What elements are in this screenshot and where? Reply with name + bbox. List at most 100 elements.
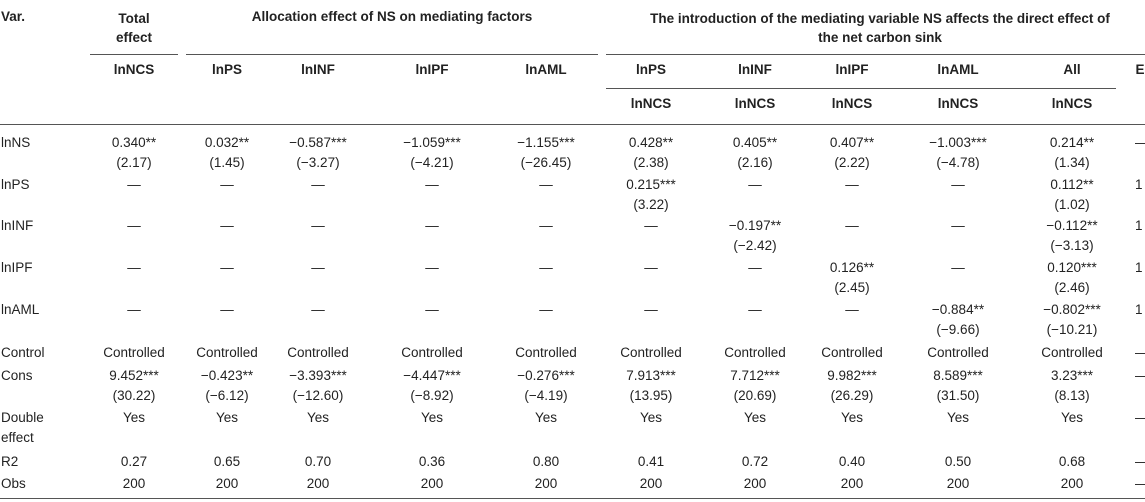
table-cell: Controlled [515,345,577,360]
table-cell: — [951,177,965,192]
table-cell: — [1135,135,1145,151]
table-cell: Yes [743,410,767,425]
table-cell: 0.72 [741,454,769,469]
table-cell: 7.712*** [730,368,780,383]
table-cell: 0.126** [829,260,875,275]
rule-allocation [186,54,598,55]
table-cell: — [220,302,234,317]
rule-introduction [606,54,1145,55]
header-introduction-line1: The introduction of the mediating variab… [650,11,1110,26]
table-cell: Yes [122,410,146,425]
table-cell: — [748,177,762,192]
table-cell: 1 [1135,177,1143,192]
table-cell: 200 [534,476,558,491]
rule-table-bottom [0,498,1145,499]
table-cell: 0.032** [204,135,250,150]
row-label: lnAML [1,302,39,318]
table-cell: — [425,218,439,233]
table-cell: Yes [420,410,444,425]
table-cell: 200 [420,476,444,491]
row-label: Double effect [1,410,44,446]
row-label: lnPS [1,177,30,193]
table-cell-tstat: (−9.66) [936,322,980,337]
table-cell: 1 [1135,218,1143,233]
row-label-text: lnIPF [1,260,33,275]
table-cell-tstat: (20.69) [733,388,777,403]
table-cell: 3.23*** [1050,368,1094,383]
row-label: Cons [1,368,33,384]
table-cell: 1 [1135,302,1143,317]
row-label: lnIPF [1,260,33,276]
table-cell: Yes [946,410,970,425]
table-cell: Controlled [103,345,165,360]
subheader2-7: lnNCS [734,96,776,111]
table-cell: — [1135,410,1145,426]
row-label-text: Double [1,410,44,425]
header-introduction-line2: the net carbon sink [818,30,942,45]
header-total-effect-line2: effect [115,30,152,45]
table-cell-tstat: (2.38) [633,155,669,170]
table-cell: — [127,302,141,317]
table-cell: −1.003*** [929,135,987,150]
subheader-1: lnNCS [113,62,155,77]
table-cell: Yes [1060,410,1084,425]
table-cell: Controlled [196,345,258,360]
table-cell: 0.214** [1049,135,1095,150]
table-cell: — [220,260,234,275]
table-cell: 1 [1135,260,1143,275]
table-cell: Yes [534,410,558,425]
table-cell-tstat: (2.46) [1054,280,1090,295]
table-cell-tstat: (3.22) [633,197,669,212]
table-cell-tstat: (−12.60) [292,388,344,403]
subheader-3: lnINF [301,62,335,77]
header-var: Var. [1,9,26,24]
table-cell: 200 [306,476,330,491]
header-allocation: Allocation effect of NS on mediating fac… [251,9,533,24]
table-cell: 0.405** [732,135,778,150]
table-cell: −1.059*** [403,135,461,150]
table-cell: — [644,302,658,317]
row-label: Control [1,345,45,361]
subheader-7: lnINF [738,62,772,77]
row-label-text-2: effect [1,430,34,445]
table-cell: −0.884** [931,302,985,317]
table-cell: — [425,260,439,275]
row-label-text: R2 [1,454,19,469]
table-cell: −4.447*** [403,368,461,383]
table-cell-tstat: (2.16) [737,155,773,170]
table-cell: 0.428** [628,135,674,150]
table-cell: — [311,260,325,275]
subheader-5: lnAML [525,62,567,77]
table-cell: 200 [946,476,970,491]
table-cell: 0.36 [418,454,446,469]
table-cell: 200 [639,476,663,491]
table-cell: — [539,260,553,275]
row-label-text: Cons [1,368,33,383]
table-cell-tstat: (2.17) [116,155,152,170]
table-cell: — [845,177,859,192]
row-label-text: lnNS [1,135,31,150]
subheader-9: lnAML [937,62,979,77]
table-cell: Controlled [927,345,989,360]
table-cell-tstat: (−4.19) [524,388,568,403]
table-cell: 0.340** [111,135,157,150]
table-cell: — [748,302,762,317]
table-cell: — [127,177,141,192]
table-cell: — [748,260,762,275]
row-label-text: lnPS [1,177,30,192]
subheader2-8: lnNCS [831,96,873,111]
row-label-text: Obs [1,476,26,491]
table-cell: 8.589*** [933,368,983,383]
table-cell: 0.215*** [626,177,676,192]
subheader2-10: lnNCS [1051,96,1093,111]
table-cell: 0.27 [120,454,148,469]
row-label-text: lnAML [1,302,40,317]
table-cell: −0.587*** [289,135,347,150]
rule-total-effect [90,54,178,55]
table-cell: 0.68 [1058,454,1086,469]
table-cell: — [644,218,658,233]
table-cell: — [539,177,553,192]
table-cell: — [220,218,234,233]
table-cell: — [311,302,325,317]
table-cell: −0.276*** [517,368,575,383]
